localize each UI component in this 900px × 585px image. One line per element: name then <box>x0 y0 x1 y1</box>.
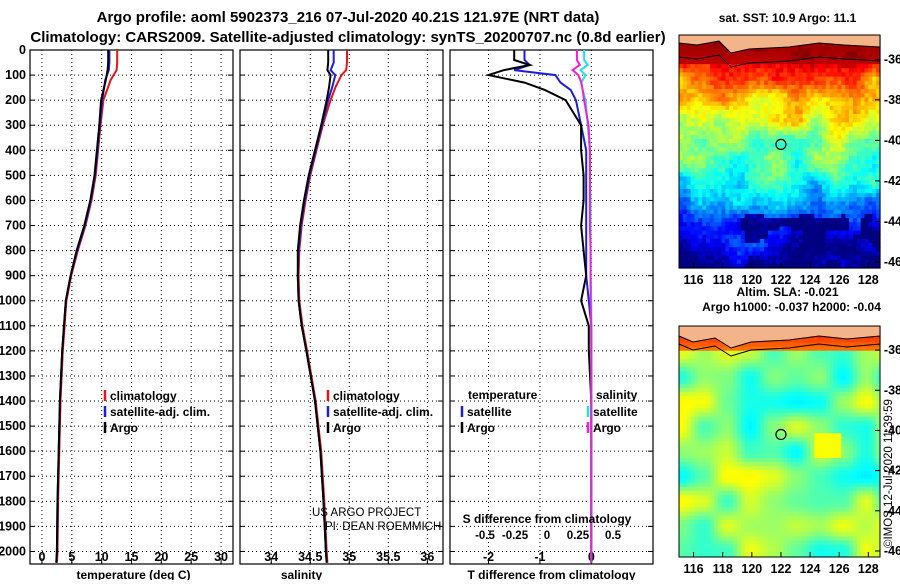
sla_map-subtitle: Argo h1000: -0.037 h2000: -0.04 <box>702 300 881 314</box>
diff-s-tick-label: 0.25 <box>567 530 590 542</box>
difference-panel: -2 -1 0 temperature salinity satellite Argo sat… <box>450 50 653 580</box>
sla_map-lon-label: 118 <box>713 562 733 576</box>
temperature-x-axis-label: temperature (deg C) <box>76 568 190 580</box>
depth-tick-label: 900 <box>5 269 26 283</box>
diff-legend-temp-label: satellite <box>467 405 512 419</box>
sst_map-lat-label: -42 <box>884 174 900 188</box>
depth-tick-label: 0 <box>19 43 26 57</box>
depth-tick-label: 600 <box>5 193 26 207</box>
depth-tick-label: 1700 <box>0 469 26 483</box>
sst_map-lon-label: 116 <box>683 273 703 287</box>
salinity-legend-label: climatology <box>333 389 400 403</box>
temperature-x-tick-label: 25 <box>184 550 198 564</box>
difference-x-tick-label: -1 <box>534 550 545 564</box>
salinity-x-tick-label: 35 <box>342 550 356 564</box>
annotation-project: US ARGO PROJECT <box>312 507 421 519</box>
sst_map-lon-label: 118 <box>713 273 733 287</box>
depth-tick-label: 100 <box>5 68 26 82</box>
salinity-x-tick-label: 35.5 <box>376 550 400 564</box>
sla_map-lon-label: 116 <box>683 562 703 576</box>
temperature-panel: 0100200300400500600700800900100011001200… <box>0 43 233 580</box>
depth-tick-label: 1600 <box>0 444 26 458</box>
sla_map-lon-label: 126 <box>829 562 850 576</box>
difference-plot-area <box>450 50 653 564</box>
sst_map-lat-label: -36 <box>884 52 900 66</box>
diff-legend-sal-label: Argo <box>593 421 621 435</box>
diff-legend-sal-label: satellite <box>593 405 638 419</box>
legend-title-temperature: temperature <box>468 388 538 402</box>
depth-tick-label: 700 <box>5 219 26 233</box>
sla_map-field <box>679 326 881 558</box>
salinity-plot-area <box>240 50 443 564</box>
temperature-legend-label: climatology <box>110 389 177 403</box>
depth-tick-label: 200 <box>5 93 26 107</box>
diff-s-tick-label: 0 <box>544 530 550 542</box>
depth-tick-label: 500 <box>5 168 26 182</box>
depth-tick-label: 1300 <box>0 369 26 383</box>
sla_map-lon-label: 128 <box>858 562 879 576</box>
depth-tick-label: 1900 <box>0 519 26 533</box>
sst_map-field <box>679 35 881 269</box>
sla_map-lat-label: -38 <box>884 383 900 397</box>
sla_map-lon-label: 120 <box>741 562 762 576</box>
annotation-pi: PI: DEAN ROEMMICH <box>325 521 441 533</box>
depth-tick-label: 1500 <box>0 419 26 433</box>
salinity-legend-label: satellite-adj. clim. <box>333 405 433 419</box>
temperature-x-tick-label: 20 <box>154 550 168 564</box>
sla_map-lat-label: -36 <box>884 343 900 357</box>
diff-top-axis-label: S difference from climatology <box>463 512 632 526</box>
temperature-x-tick-label: 5 <box>68 550 75 564</box>
sst_map-lon-label: 128 <box>858 273 879 287</box>
sst_map-lat-label: -38 <box>884 93 900 107</box>
temperature-legend-label: satellite-adj. clim. <box>110 405 210 419</box>
title-line-2: Climatology: CARS2009. Satellite-adjuste… <box>30 29 665 46</box>
sla_map-lon-label: 124 <box>800 562 821 576</box>
temperature-x-tick-label: 10 <box>95 550 109 564</box>
depth-tick-label: 800 <box>5 244 26 258</box>
salinity-legend-label: Argo <box>333 421 361 435</box>
depth-tick-label: 1400 <box>0 394 26 408</box>
diff-s-tick-label: -0.25 <box>502 530 529 542</box>
depth-tick-label: 300 <box>5 118 26 132</box>
sst_map-lat-label: -46 <box>884 255 900 269</box>
legend-title-salinity: salinity <box>596 388 638 402</box>
depth-tick-label: 1200 <box>0 344 26 358</box>
sla_map-lon-label: 122 <box>771 562 792 576</box>
salinity-x-tick-label: 36 <box>420 550 434 564</box>
temperature-x-tick-label: 30 <box>214 550 228 564</box>
depth-tick-label: 1100 <box>0 319 26 333</box>
temperature-x-tick-label: 15 <box>125 550 139 564</box>
salinity-x-axis-label: salinity <box>281 568 323 580</box>
sst_map-lat-label: -44 <box>884 214 900 228</box>
sst_map-lat-label: -40 <box>884 133 900 147</box>
diff-s-tick-label: -0.5 <box>475 530 495 542</box>
depth-tick-label: 400 <box>5 143 26 157</box>
salinity-x-tick-label: 34.5 <box>298 550 322 564</box>
depth-tick-label: 2000 <box>0 544 26 558</box>
depth-tick-label: 1800 <box>0 494 26 508</box>
salinity-panel: 34 34.5 35 35.5 36 climatology satellite-adj. … <box>240 50 443 580</box>
temperature-legend-label: Argo <box>110 421 138 435</box>
sst_map-title: sat. SST: 10.9 Argo: 11.1 <box>719 11 857 25</box>
diff-s-tick-label: 0.5 <box>605 530 622 542</box>
difference-x-tick-label: -2 <box>483 550 494 564</box>
difference-x-axis-label: T difference from climatology <box>467 568 635 580</box>
salinity-x-tick-label: 34 <box>264 550 278 564</box>
depth-tick-label: 1000 <box>0 294 26 308</box>
sla_map-title: Altim. SLA: -0.021 <box>736 285 838 299</box>
title-line-1: Argo profile: aoml 5902373_216 07-Jul-20… <box>97 9 600 26</box>
diff-legend-temp-label: Argo <box>467 421 495 435</box>
temperature-x-tick-label: 0 <box>38 550 45 564</box>
imos-credit: ©IMOS 12-Jul-2020 11:39:59 <box>883 399 895 548</box>
